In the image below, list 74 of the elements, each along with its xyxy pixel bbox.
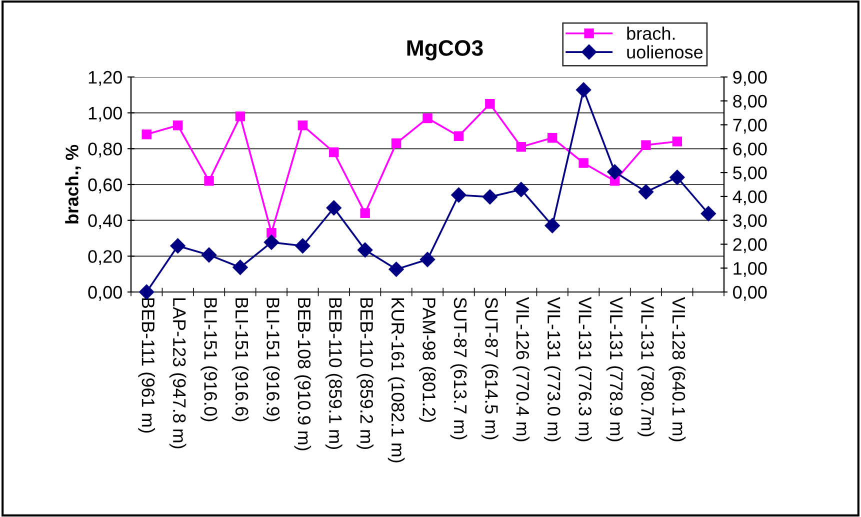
y2-tick-label: 2,00 (733, 238, 767, 254)
y-tick-label: 1,20 (88, 70, 122, 86)
point (607, 164, 622, 180)
point (547, 133, 558, 143)
chart-title: MgCO3 (407, 40, 483, 60)
point (514, 182, 529, 198)
x-tick-label: BEB-111 (961 m) (138, 298, 156, 433)
y2-tick-label: 7,00 (733, 118, 767, 134)
y2-tick-label: 8,00 (733, 94, 767, 110)
point (485, 99, 495, 109)
y-tick-label: 0,00 (88, 286, 122, 301)
x-tick-label: LAP-123 (947.8 m) (169, 298, 186, 448)
point (329, 147, 339, 158)
point (454, 131, 464, 141)
point (264, 234, 280, 250)
x-tick-label: VIL-131 (776.3 m) (575, 296, 592, 442)
y-tick-label: 0,20 (88, 250, 122, 266)
point (672, 136, 682, 146)
point (204, 176, 214, 186)
y2-tick-label: 5,00 (733, 166, 767, 182)
y2-tick-label: 3,00 (733, 214, 767, 230)
x-tick-label: BLI-151 (916.9) (263, 298, 280, 422)
y-tick-label: 0,60 (88, 178, 122, 194)
point (235, 112, 246, 122)
x-tick-label: BEB-110 (859.2 m) (356, 298, 374, 449)
y2-tick-label: 1,00 (734, 262, 767, 277)
point (482, 189, 498, 204)
x-tick-label: PAM-98 (801.2) (419, 298, 436, 422)
y-axis-title: brach., % (65, 144, 82, 224)
point (295, 238, 310, 254)
point (360, 208, 370, 218)
point (170, 238, 186, 254)
point (142, 129, 152, 140)
point (391, 138, 402, 148)
point (544, 218, 560, 234)
legend-label: brach. (627, 26, 675, 40)
point (578, 158, 588, 168)
legend-label: uolienose (627, 45, 703, 59)
point (298, 120, 308, 130)
y2-tick-label: 6,00 (733, 142, 767, 158)
point (576, 82, 592, 98)
point (641, 140, 651, 150)
y2-tick-label: 9,00 (733, 70, 767, 86)
point (172, 120, 183, 130)
x-tick-label: BEB-108 (910.9 m) (294, 298, 312, 450)
x-tick-label: KUR-161 (1082.1 m) (388, 298, 405, 462)
point (358, 242, 373, 258)
x-tick-label: VIL-128 (640.1 m) (668, 296, 686, 442)
point (422, 113, 432, 124)
point (201, 247, 217, 263)
y2-tick-label: 0,00 (733, 286, 767, 301)
x-tick-label: VIL-126 (770.4 m) (512, 296, 530, 442)
y-tick-label: 1,00 (88, 106, 122, 122)
point (232, 260, 248, 275)
x-tick-label: BLI-151 (916.6) (232, 298, 249, 422)
x-tick-label: BEB-110 (859.1 m) (325, 298, 342, 449)
point (266, 228, 276, 238)
point (638, 184, 654, 200)
y-tick-label: 0,40 (88, 214, 122, 230)
x-tick-label: SUT-87 (614.5 m) (482, 298, 498, 440)
x-tick-label: SUT-87 (613.7 m) (450, 298, 468, 440)
x-tick-label: VIL-131 (778.9 m) (606, 296, 624, 442)
y-tick-label: 0,80 (88, 142, 122, 158)
point (420, 252, 436, 268)
x-tick-label: VIL-131 (773.0 m) (544, 296, 561, 442)
x-tick-label: BLI-151 (916.0) (200, 298, 218, 422)
point (700, 206, 716, 222)
point (451, 187, 466, 203)
point (516, 142, 526, 152)
x-tick-label: VIL-131 (780.7m) (638, 296, 654, 436)
point (670, 170, 685, 185)
point (326, 200, 342, 216)
y2-tick-label: 4,00 (732, 190, 767, 206)
point (388, 262, 404, 277)
